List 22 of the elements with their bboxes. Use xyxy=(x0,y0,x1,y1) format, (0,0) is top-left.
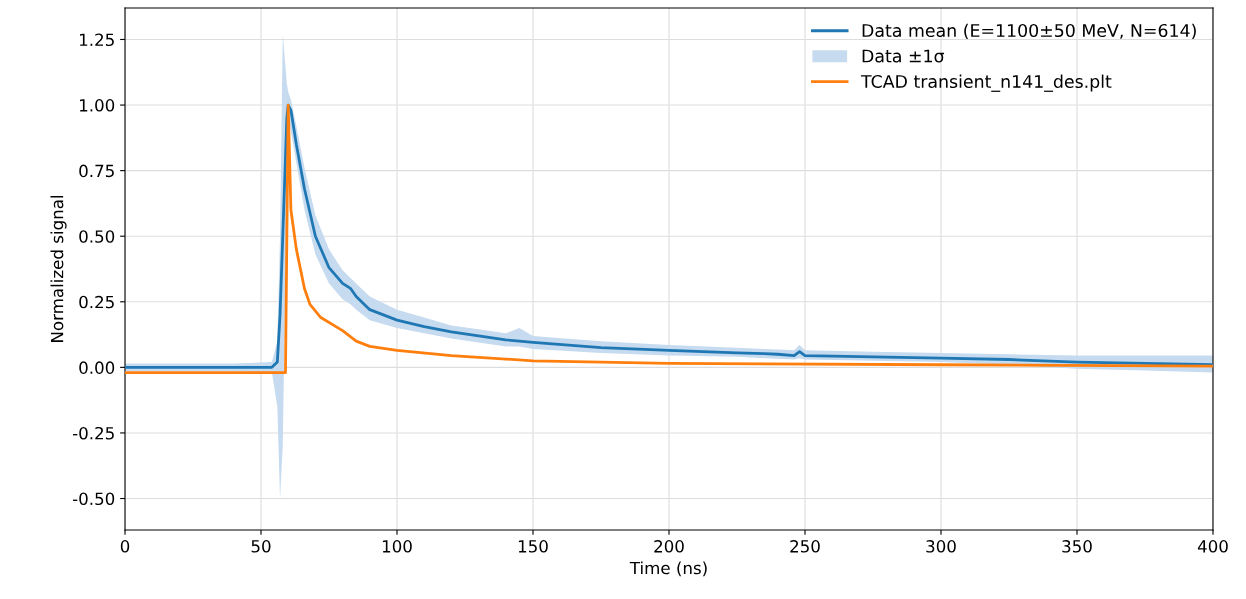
x-tick-label: 400 xyxy=(1197,540,1228,553)
x-tick-label: 150 xyxy=(518,540,548,553)
y-tick-label: -0.25 xyxy=(72,426,114,440)
y-tick-label: 0.75 xyxy=(79,164,114,178)
x-tick-label: 300 xyxy=(926,540,956,553)
y-tick-label: 1.00 xyxy=(80,99,115,112)
y-axis-title: Normalized signal xyxy=(50,196,67,342)
x-tick-label: 250 xyxy=(790,540,820,553)
legend-label: Data mean (E=1100±50 MeV, N=614) xyxy=(862,23,1196,40)
y-tick-label: 1.25 xyxy=(80,33,114,47)
legend-label: Data ±1σ xyxy=(862,49,945,63)
y-tick-label: 0.00 xyxy=(79,361,115,374)
x-tick-label: 100 xyxy=(382,540,412,553)
x-axis-title: Time (ns) xyxy=(629,561,707,577)
y-tick-label: -0.50 xyxy=(72,492,115,506)
x-tick-label: 0 xyxy=(120,540,130,553)
y-tick-label: 0.25 xyxy=(79,295,114,309)
x-tick-label: 350 xyxy=(1062,540,1092,553)
legend-label: TCAD transient_n141_des.plt xyxy=(860,74,1112,92)
y-tick-label: 0.50 xyxy=(79,230,115,243)
x-tick-label: 200 xyxy=(654,540,684,553)
x-tick-label: 50 xyxy=(251,540,271,553)
